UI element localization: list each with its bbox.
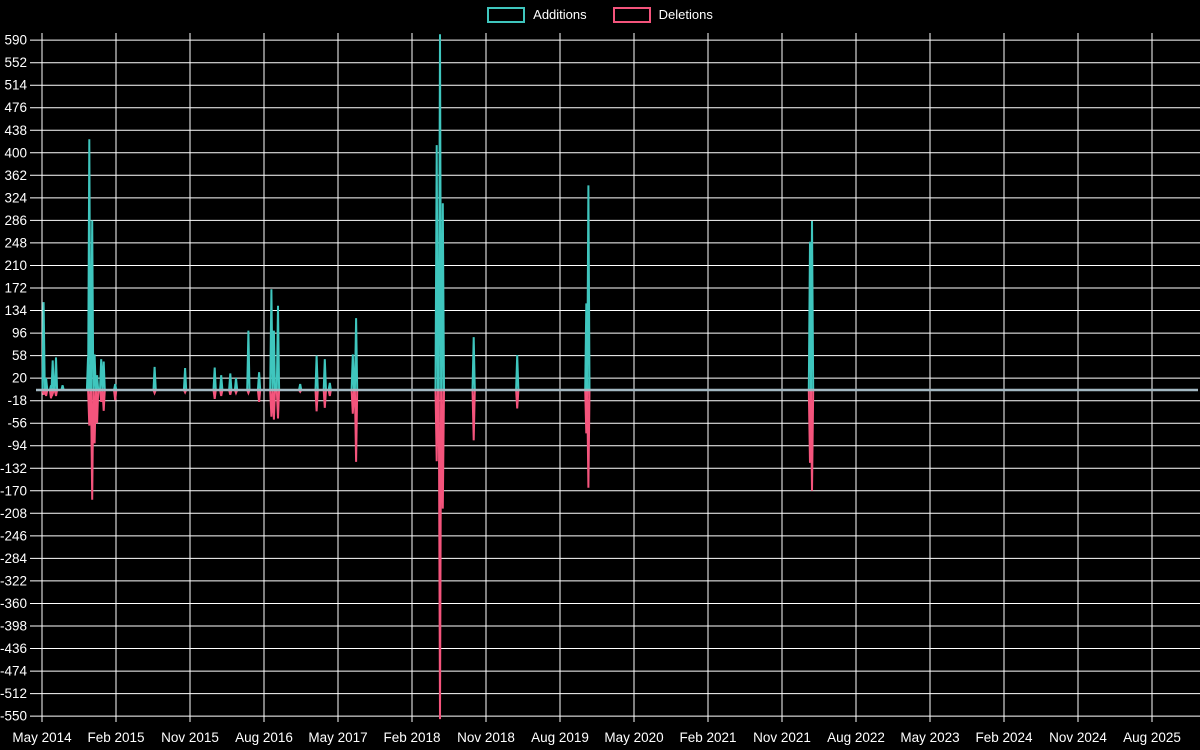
deletions-line bbox=[36, 389, 1198, 720]
y-tick-label: -322 bbox=[0, 573, 27, 588]
x-tick-label: Aug 2025 bbox=[1123, 730, 1181, 745]
y-tick-label: -132 bbox=[0, 461, 27, 476]
y-tick-label: -436 bbox=[0, 641, 27, 656]
x-axis-labels: May 2014 Feb 2015 Nov 2015 Aug 2016 May 2017… bbox=[12, 730, 1181, 745]
y-tick-label: 476 bbox=[4, 100, 27, 115]
y-tick-label: 248 bbox=[4, 235, 27, 250]
y-tick-label: -474 bbox=[0, 664, 27, 679]
y-tick-label: 400 bbox=[4, 145, 27, 160]
additions-series bbox=[36, 34, 1198, 391]
y-axis-labels: 590 552 514 476 438 400 362 324 286 248 210 172 134 9… bbox=[0, 33, 27, 724]
x-tick-label: Feb 2021 bbox=[679, 730, 736, 745]
x-tick-label: Aug 2019 bbox=[531, 730, 589, 745]
x-tick-label: Nov 2024 bbox=[1049, 730, 1107, 745]
additions-swatch-icon bbox=[487, 7, 526, 23]
chart-legend: Additions Deletions bbox=[0, 7, 1200, 23]
x-tick-label: Nov 2021 bbox=[753, 730, 811, 745]
x-tick-label: May 2017 bbox=[308, 730, 367, 745]
x-tick-label: May 2023 bbox=[900, 730, 959, 745]
legend-item-additions[interactable]: Additions bbox=[487, 7, 587, 23]
y-tick-label: 362 bbox=[4, 168, 27, 183]
y-tick-label: 552 bbox=[4, 55, 27, 70]
y-tick-label: -246 bbox=[0, 528, 27, 543]
y-tick-label: 134 bbox=[4, 303, 27, 318]
x-tick-label: May 2014 bbox=[12, 730, 72, 745]
y-tick-label: -56 bbox=[7, 416, 27, 431]
y-tick-label: -284 bbox=[0, 551, 27, 566]
y-tick-label: -360 bbox=[0, 596, 27, 611]
x-tick-label: Nov 2015 bbox=[161, 730, 219, 745]
x-tick-label: Feb 2015 bbox=[87, 730, 144, 745]
x-tick-label: Feb 2018 bbox=[383, 730, 440, 745]
x-tick-label: Aug 2016 bbox=[235, 730, 293, 745]
grid-vertical bbox=[41, 33, 1153, 722]
y-tick-label: -18 bbox=[7, 393, 27, 408]
additions-line bbox=[36, 34, 1198, 391]
x-tick-label: Nov 2018 bbox=[457, 730, 515, 745]
y-tick-label: 590 bbox=[4, 33, 27, 48]
y-tick-label: -512 bbox=[0, 686, 27, 701]
y-tick-label: 438 bbox=[4, 123, 27, 138]
y-tick-label: 514 bbox=[4, 78, 27, 93]
y-tick-label: 172 bbox=[4, 281, 27, 296]
y-tick-label: 58 bbox=[12, 348, 27, 363]
x-tick-label: Feb 2024 bbox=[975, 730, 1033, 745]
y-tick-label: 324 bbox=[4, 190, 27, 205]
y-tick-label: 96 bbox=[12, 326, 27, 341]
y-tick-label: -398 bbox=[0, 619, 27, 634]
deletions-swatch-icon bbox=[612, 7, 651, 23]
y-tick-label: 286 bbox=[4, 213, 27, 228]
y-tick-label: 20 bbox=[12, 371, 27, 386]
y-tick-label: -94 bbox=[7, 438, 27, 453]
x-tick-label: May 2020 bbox=[604, 730, 663, 745]
y-tick-label: -208 bbox=[0, 506, 27, 521]
y-tick-label: -550 bbox=[0, 709, 27, 724]
grid-horizontal bbox=[30, 39, 1200, 717]
legend-item-deletions[interactable]: Deletions bbox=[612, 7, 713, 23]
deletions-series bbox=[36, 389, 1198, 720]
y-tick-label: 210 bbox=[4, 258, 27, 273]
legend-label-additions: Additions bbox=[533, 7, 587, 22]
legend-label-deletions: Deletions bbox=[658, 7, 713, 22]
x-tick-label: Aug 2022 bbox=[827, 730, 885, 745]
y-tick-label: -170 bbox=[0, 483, 27, 498]
